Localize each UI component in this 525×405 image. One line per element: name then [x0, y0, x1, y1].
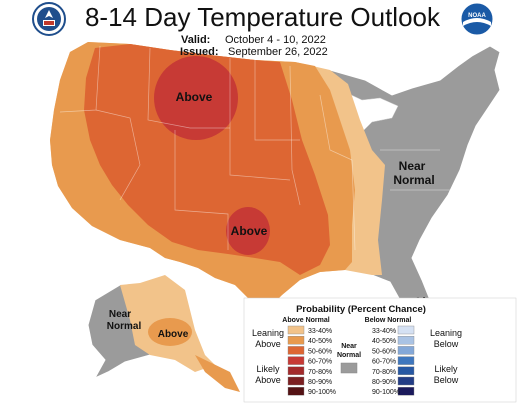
legend-below-range: 60-70%	[372, 359, 396, 366]
valid-dates: October 4 - 10, 2022	[225, 34, 326, 46]
legend-above-range: 70-80%	[308, 369, 332, 376]
label-alaska-near-1: Near	[109, 309, 131, 320]
label-alaska-above: Above	[158, 329, 189, 340]
legend-likely-below-1: Likely	[434, 364, 458, 374]
legend-above-swatch	[287, 376, 305, 386]
legend-above-swatch	[287, 366, 305, 375]
legend-above-swatch	[287, 325, 305, 335]
zone-60-70-south	[226, 207, 270, 255]
legend-below-range: 90-100%	[372, 389, 400, 396]
legend-likely-below-2: Below	[434, 375, 459, 385]
legend-below-range: 70-80%	[372, 369, 396, 376]
legend-above-swatch	[287, 387, 305, 396]
legend-above-swatch	[287, 356, 305, 365]
legend-likely-above-1: Likely	[256, 364, 280, 374]
legend-below-swatch	[397, 387, 415, 396]
legend-title: Probability (Percent Chance)	[296, 304, 426, 315]
legend-leaning-above-2: Above	[255, 339, 281, 349]
legend-likely-above-2: Above	[255, 375, 281, 385]
label-alaska-near-2: Normal	[107, 321, 142, 332]
legend-above-swatch	[287, 336, 305, 345]
legend-below-header: Below Normal	[365, 317, 412, 324]
alaska-40-50	[148, 318, 192, 346]
legend-above-range: 50-60%	[308, 348, 332, 355]
legend-below-swatch	[397, 356, 415, 365]
legend-below-range: 40-50%	[372, 338, 396, 345]
legend-above-range: 60-70%	[308, 359, 332, 366]
zone-60-70-north	[154, 56, 238, 140]
legend-below-swatch	[397, 376, 415, 386]
label-above-north: Above	[176, 90, 213, 104]
legend-below-swatch	[397, 366, 415, 375]
legend-above-range: 90-100%	[308, 389, 336, 396]
legend-above-header: Above Normal	[282, 317, 330, 324]
doc-seal-icon	[32, 2, 66, 36]
legend-below-swatch	[397, 336, 415, 345]
zone-50-60-conus	[84, 44, 330, 275]
legend-below-range: 33-40%	[372, 328, 396, 335]
legend-below-swatch	[397, 325, 415, 335]
legend-near-2: Normal	[337, 352, 361, 359]
noaa-logo-icon: NOAA	[460, 2, 494, 36]
legend-above-range: 40-50%	[308, 338, 332, 345]
legend-below-range: 80-90%	[372, 379, 396, 386]
legend-below-swatch	[397, 346, 415, 355]
legend-below-range: 50-60%	[372, 348, 396, 355]
label-near-normal-east-1: Near	[399, 159, 426, 173]
legend-above-range: 33-40%	[308, 328, 332, 335]
legend-near-swatch	[340, 362, 358, 374]
legend-leaning-below-2: Below	[434, 339, 459, 349]
page-title: 8-14 Day Temperature Outlook	[84, 2, 441, 32]
legend-rows: 33-40% 33-40% 40-50% 40-50% 50-60% 50-60% 60-7…	[287, 325, 415, 396]
label-above-south: Above	[231, 224, 268, 238]
legend-near-1: Near	[341, 343, 357, 350]
label-near-normal-east-2: Normal	[393, 173, 434, 187]
issued-date: September 26, 2022	[228, 46, 328, 58]
issued-label: Issued:	[180, 46, 219, 58]
legend-leaning-above-1: Leaning	[252, 328, 284, 338]
alaska-panhandle	[195, 355, 240, 392]
valid-label: Valid:	[181, 34, 211, 46]
legend-above-swatch	[287, 346, 305, 355]
legend-above-range: 80-90%	[308, 379, 332, 386]
noaa-logo-text: NOAA	[468, 13, 486, 19]
legend-leaning-below-1: Leaning	[430, 328, 462, 338]
state-boundaries	[59, 45, 450, 251]
legend: Probability (Percent Chance) Above Norma…	[243, 297, 517, 403]
